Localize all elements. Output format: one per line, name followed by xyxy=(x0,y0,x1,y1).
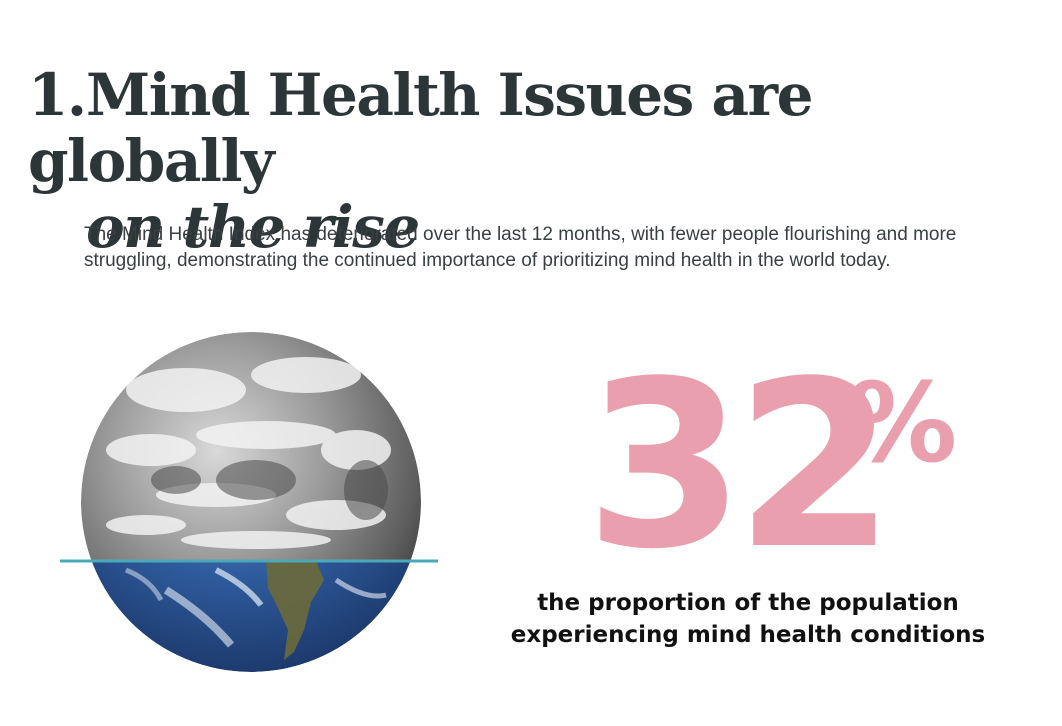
stat-caption-line-1: the proportion of the population xyxy=(537,590,959,616)
stat-block: 32 % xyxy=(585,352,985,582)
globe-lower-color xyxy=(81,561,421,672)
globe-upper-grayscale xyxy=(81,332,421,672)
title-line-2: on the rise xyxy=(86,193,420,262)
earth-globe-icon xyxy=(60,332,438,672)
title-line-1: Mind Health Issues are globally xyxy=(28,61,814,196)
intro-paragraph: The Mind Health Index has deteriorated o… xyxy=(84,224,957,271)
page-title: 1.Mind Health Issues are globally on the… xyxy=(28,62,1048,260)
globe-illustration xyxy=(56,330,446,675)
stat-caption: the proportion of the population experie… xyxy=(498,588,998,651)
stat-caption-line-2: experiencing mind health conditions xyxy=(510,621,986,648)
stat-value: 32 xyxy=(585,333,895,600)
title-number: 1. xyxy=(28,61,87,129)
stat-unit: % xyxy=(847,359,958,487)
